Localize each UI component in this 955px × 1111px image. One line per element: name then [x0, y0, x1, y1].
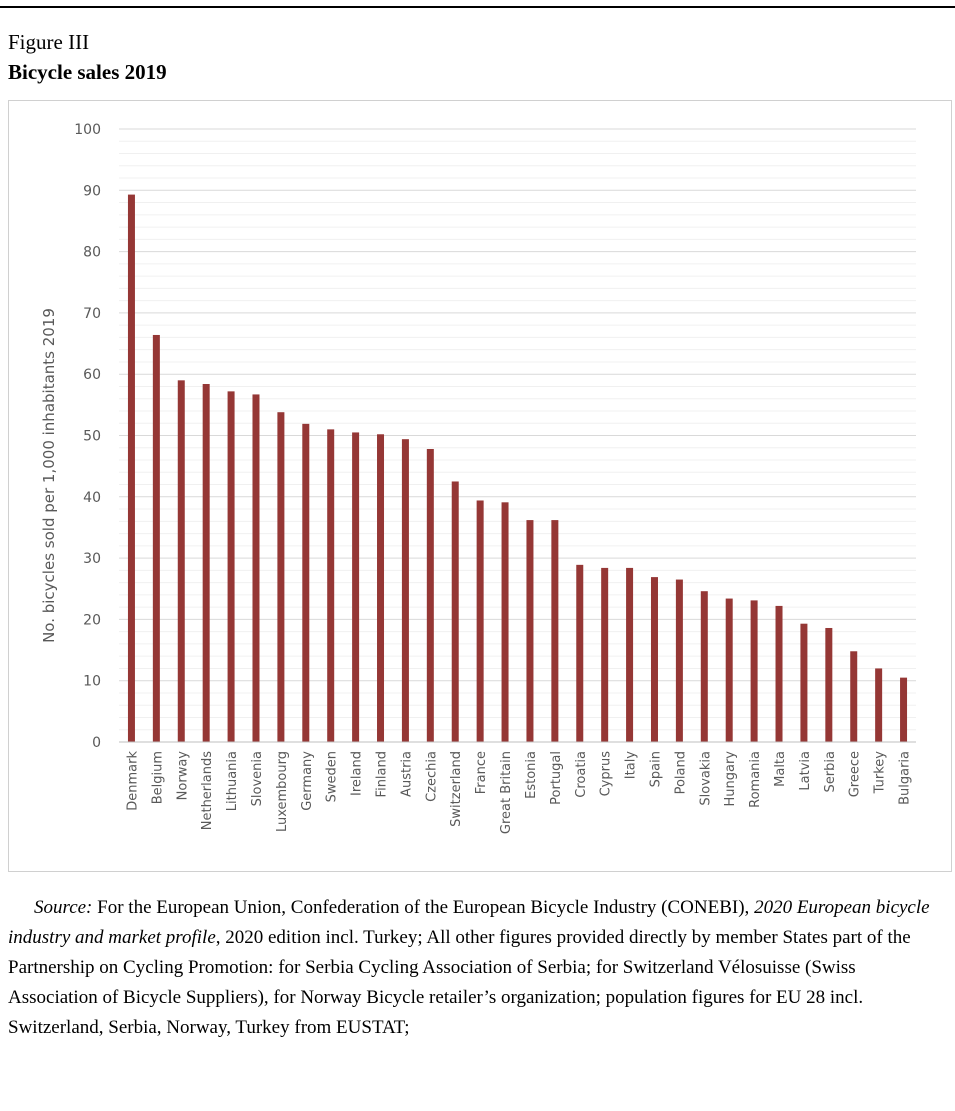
x-tick-label: Bulgaria [898, 751, 913, 805]
x-tick-label: Romania [748, 751, 763, 808]
source-text-1: For the European Union, Confederation of… [92, 897, 755, 918]
source-text-2: , 2020 edition incl. Turkey; All other f… [8, 927, 911, 1038]
x-tick-label: Germany [300, 751, 315, 811]
bar-greece [850, 651, 858, 742]
x-tick-label: Malta [773, 751, 788, 787]
y-tick-label: 50 [83, 429, 101, 445]
bars [127, 194, 908, 742]
chart-frame: 0 10 20 30 40 50 60 70 80 90 100 Denmark Belgium Nor… [8, 100, 952, 872]
source-note: Source: For the European Union, Confeder… [8, 893, 948, 1043]
x-tick-label: Croatia [574, 751, 589, 798]
bar-hungary [725, 598, 733, 742]
bar-romania [750, 600, 758, 742]
bar-germany [302, 423, 310, 742]
x-tick-label: Ireland [350, 751, 365, 796]
bar-austria [401, 439, 409, 742]
y-tick-label: 30 [83, 551, 101, 567]
bar-czechia [426, 448, 434, 742]
bar-portugal [551, 520, 559, 742]
y-tick-label: 70 [83, 306, 101, 322]
x-tick-label: Slovakia [698, 751, 713, 806]
x-tick-label: Slovenia [250, 751, 265, 806]
x-tick-label: Italy [624, 751, 639, 780]
x-tick-label: Finland [375, 751, 390, 797]
bar-norway [177, 380, 185, 742]
bar-sweden [327, 429, 335, 742]
x-tick-label: Austria [399, 751, 414, 797]
bar-denmark [127, 194, 135, 742]
bar-bulgaria [900, 677, 908, 742]
bar-turkey [875, 668, 883, 742]
x-tick-label: Switzerland [449, 751, 464, 827]
y-tick-label: 90 [83, 183, 101, 199]
x-tick-label: Latvia [798, 751, 813, 791]
x-tick-label: Poland [673, 751, 688, 794]
x-tick-label: Belgium [150, 751, 165, 804]
x-tick-label: Greece [848, 751, 863, 797]
x-tick-label: Netherlands [200, 751, 215, 830]
x-tick-label: Great Britain [499, 751, 514, 834]
y-tick-label: 20 [83, 612, 101, 628]
bar-spain [650, 577, 658, 742]
source-publication: 2020 European bicycle industry and marke… [8, 897, 930, 948]
y-axis-label: No. bicycles sold per 1,000 inhabitants … [40, 308, 58, 643]
gridlines [119, 128, 916, 731]
y-tick-label: 80 [83, 245, 101, 261]
bar-poland [675, 579, 683, 742]
bar-lithuania [227, 391, 235, 742]
x-tick-label: Serbia [823, 751, 838, 792]
x-tick-label: Cyprus [599, 751, 614, 797]
bar-switzerland [451, 481, 459, 742]
top-rule [0, 6, 955, 8]
bar-belgium [152, 334, 160, 742]
x-tick-label: Turkey [873, 751, 888, 795]
x-tick-label: Czechia [424, 751, 439, 802]
x-tick-label: Hungary [723, 751, 738, 807]
x-axis-ticks: Denmark Belgium Norway Netherlands Lithuania… [125, 751, 912, 835]
x-tick-label: Denmark [125, 751, 140, 811]
source-label: Source: [34, 897, 93, 918]
bar-netherlands [202, 384, 210, 742]
bar-croatia [576, 564, 584, 742]
bar-serbia [825, 627, 833, 742]
x-tick-label: Portugal [549, 751, 564, 805]
bar-france [476, 500, 484, 742]
bar-italy [626, 567, 634, 742]
x-tick-label: Luxembourg [275, 751, 290, 832]
bar-slovenia [252, 394, 260, 742]
bar-latvia [800, 623, 808, 742]
bar-finland [377, 434, 385, 742]
x-tick-label: Lithuania [225, 751, 240, 811]
bar-malta [775, 605, 783, 742]
y-tick-label: 60 [83, 367, 101, 383]
bar-luxembourg [277, 412, 285, 742]
y-axis-ticks: 0 10 20 30 40 50 60 70 80 90 100 [74, 122, 101, 751]
x-tick-label: Spain [648, 751, 663, 787]
x-tick-label: Estonia [524, 751, 539, 799]
y-tick-label: 0 [92, 735, 101, 751]
bar-chart: 0 10 20 30 40 50 60 70 80 90 100 Denmark Belgium Nor… [40, 122, 916, 835]
figure-title: Bicycle sales 2019 [8, 60, 167, 84]
x-tick-label: Norway [175, 751, 190, 801]
y-tick-label: 40 [83, 490, 101, 506]
bar-slovakia [700, 591, 708, 742]
x-tick-label: France [474, 751, 489, 794]
bar-cyprus [601, 567, 609, 742]
y-tick-label: 100 [74, 122, 101, 138]
bar-great-britain [501, 502, 509, 742]
y-tick-label: 10 [83, 674, 101, 690]
figure-label: Figure III [8, 30, 90, 54]
x-tick-label: Sweden [325, 751, 340, 802]
bar-ireland [352, 432, 360, 742]
bar-estonia [526, 520, 534, 742]
